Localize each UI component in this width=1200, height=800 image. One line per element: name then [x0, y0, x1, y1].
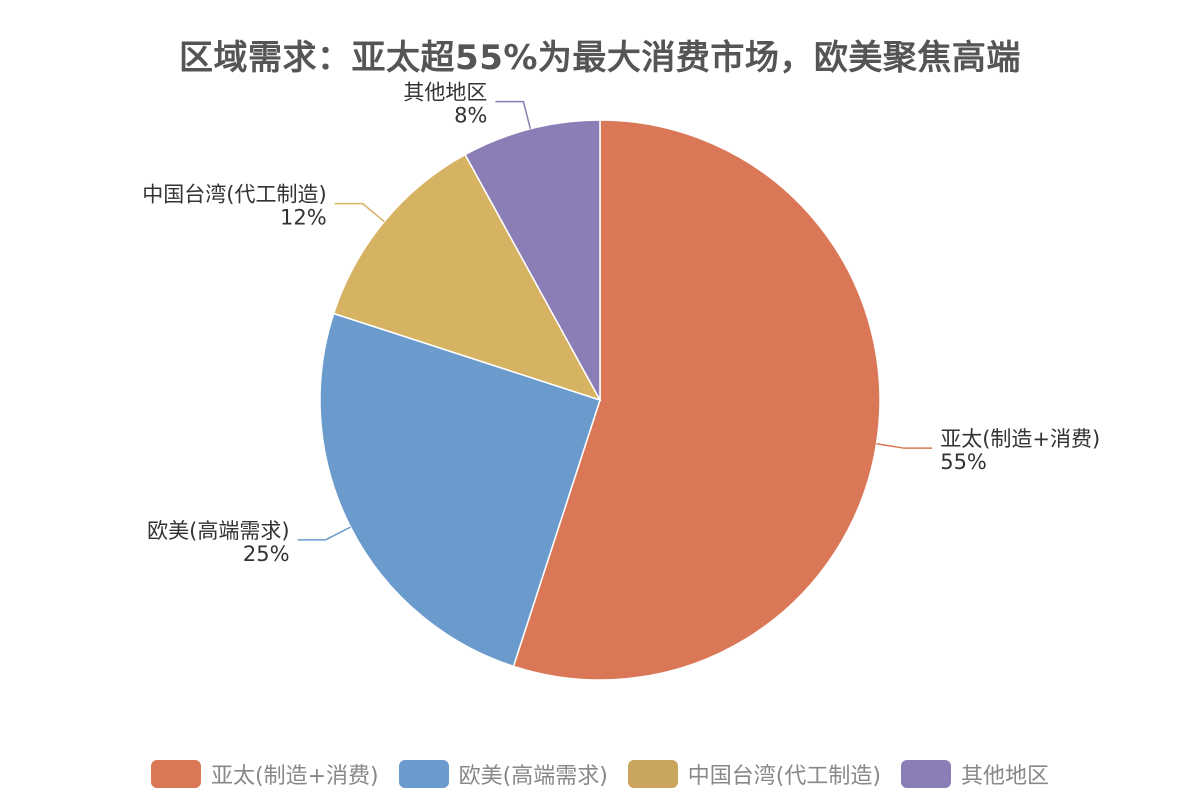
legend-item-3[interactable]: 中国台湾(代工制造) [627, 758, 881, 790]
legend-swatch-4 [900, 760, 951, 788]
slice-label-value-3: 12% [280, 206, 327, 230]
legend-swatch-3 [627, 760, 678, 788]
legend-label-1: 亚太(制造+消费) [211, 764, 379, 789]
chart-title: 区域需求：亚太超55%为最大消费市场，欧美聚焦高端 [179, 38, 1021, 78]
slice-label-name-1: 亚太(制造+消费) [940, 427, 1100, 451]
leader-lines [297, 100, 933, 541]
slice-labels: 亚太(制造+消费)55% 欧美(高端需求)25% 中国台湾(代工制造)12% 其他地区… [142, 81, 1100, 566]
leader-line-4 [495, 100, 532, 129]
leader-line-3 [334, 202, 385, 223]
legend-item-4[interactable]: 其他地区 [900, 758, 1049, 790]
legend-item-1[interactable]: 亚太(制造+消费) [151, 758, 379, 790]
legend: 亚太(制造+消费) 欧美(高端需求) 中国台湾(代工制造) 其他地区 [0, 758, 1200, 790]
pie-slice-1[interactable] [512, 119, 881, 681]
slice-label-name-4: 其他地区 [403, 81, 487, 105]
pie-slices [319, 119, 881, 681]
legend-swatch-2 [398, 760, 449, 788]
slice-label-value-4: 8% [454, 104, 487, 128]
legend-item-2[interactable]: 欧美(高端需求) [398, 758, 608, 790]
slice-label-name-2: 欧美(高端需求) [147, 519, 289, 543]
legend-label-3: 中国台湾(代工制造) [687, 764, 881, 789]
slice-label-value-1: 55% [940, 450, 987, 474]
legend-label-2: 欧美(高端需求) [458, 764, 608, 789]
leader-line-1 [876, 443, 933, 449]
legend-swatch-1 [151, 760, 202, 788]
slice-label-name-3: 中国台湾(代工制造) [142, 183, 326, 207]
pie-slice-4[interactable] [464, 119, 601, 401]
leader-line-2 [297, 526, 351, 541]
slice-label-value-2: 25% [243, 542, 290, 566]
legend-label-4: 其他地区 [960, 764, 1049, 789]
